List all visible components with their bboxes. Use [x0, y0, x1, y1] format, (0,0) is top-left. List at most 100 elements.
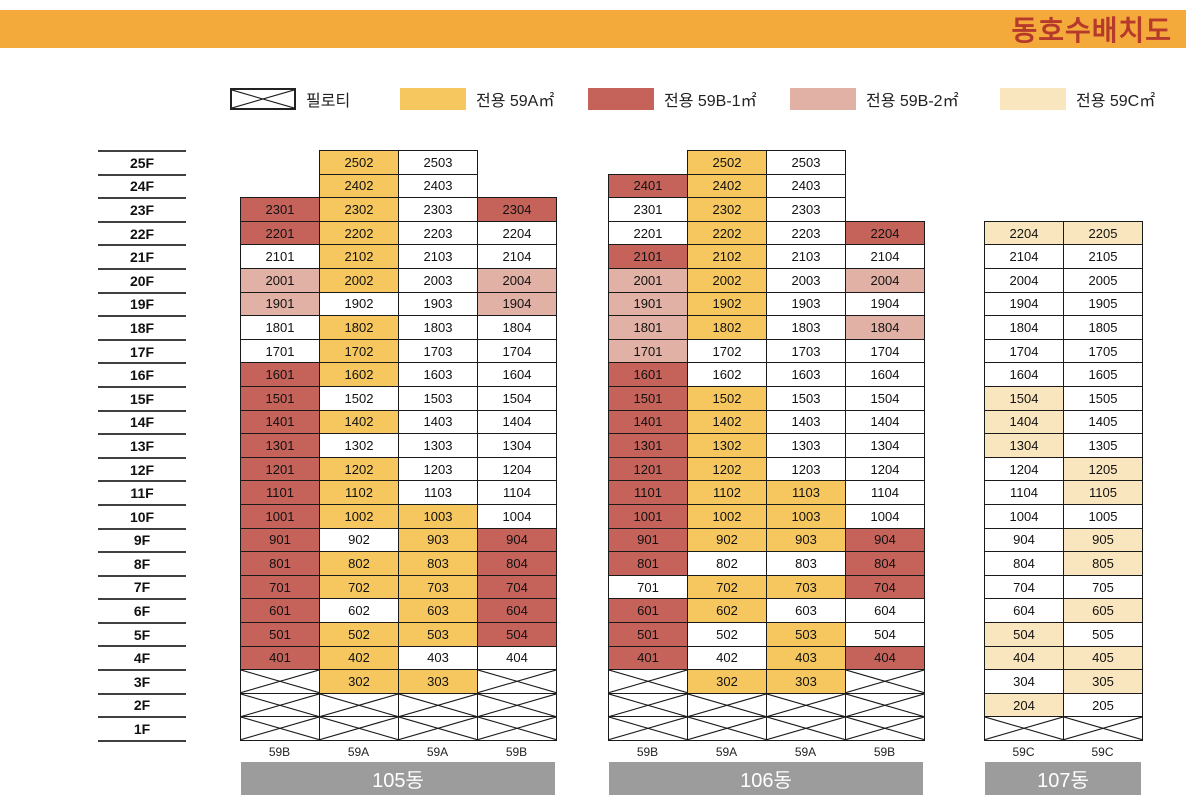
- legend-label: 전용 59C㎡: [1076, 93, 1156, 110]
- unit-cell-105-1001: 1001: [240, 504, 320, 529]
- unit-cell-106-1702: 1702: [687, 338, 767, 364]
- piloti-cell: [240, 669, 320, 694]
- unit-cell-105-2503: 2503: [398, 150, 478, 175]
- building-name-bar: 107동: [985, 761, 1141, 795]
- unit-cell-105-602: 602: [319, 598, 399, 623]
- unit-cell-107-1104: 1104: [984, 480, 1064, 505]
- unit-cell-105-1804: 1804: [477, 315, 557, 340]
- legend-swatch-B2: [790, 88, 856, 110]
- piloti-cell: [240, 716, 320, 741]
- unit-cell-106-503: 503: [766, 622, 846, 647]
- floor-label-8F: 8F: [98, 551, 186, 575]
- unit-cell-107-805: 805: [1063, 551, 1143, 576]
- piloti-cell: [398, 692, 478, 718]
- unit-cell-105-1903: 1903: [398, 291, 478, 317]
- unit-cell-106-1203: 1203: [766, 456, 846, 482]
- unit-cell-106-804: 804: [845, 551, 925, 576]
- unit-cell-105-904: 904: [477, 527, 557, 553]
- unit-cell-106-1503: 1503: [766, 386, 846, 411]
- piloti-x-icon: [478, 717, 556, 740]
- unit-cell-106-1903: 1903: [766, 291, 846, 317]
- unit-cell-106-602: 602: [687, 598, 767, 623]
- piloti-x-icon: [320, 694, 398, 717]
- unit-cell-105-701: 701: [240, 574, 320, 600]
- floor-label-1F: 1F: [98, 716, 186, 740]
- floor-label-2F: 2F: [98, 692, 186, 717]
- piloti-x-icon: [478, 694, 556, 717]
- piloti-cell: [608, 669, 688, 694]
- unit-cell-106-903: 903: [766, 527, 846, 553]
- unit-cell-106-901: 901: [608, 527, 688, 553]
- building-105동: 2502 2503 2402 2403 2301 2302 2303 2304 2201 2202…: [240, 150, 557, 800]
- unit-cell-106-1701: 1701: [608, 338, 688, 364]
- legend-label: 전용 59A㎡: [476, 93, 555, 110]
- unit-cell-106-1404: 1404: [845, 409, 925, 435]
- unit-cell-106-2403: 2403: [766, 173, 846, 199]
- unit-cell-105-802: 802: [319, 551, 399, 576]
- piloti-x-icon: [688, 694, 766, 717]
- legend-swatch-A: [400, 88, 466, 110]
- unit-cell-106-2102: 2102: [687, 244, 767, 269]
- unit-cell-106-404: 404: [845, 645, 925, 671]
- piloti-x-icon: [478, 670, 556, 693]
- unit-cell-106-701: 701: [608, 574, 688, 600]
- unit-cell-106-604: 604: [845, 598, 925, 623]
- unit-cell-106-1501: 1501: [608, 386, 688, 411]
- unit-cell-106-1601: 1601: [608, 362, 688, 387]
- unit-cell-105-2301: 2301: [240, 197, 320, 222]
- unit-cell-105-2403: 2403: [398, 173, 478, 199]
- piloti-cell: [608, 716, 688, 741]
- unit-cell-106-1603: 1603: [766, 362, 846, 387]
- floor-label-23F: 23F: [98, 197, 186, 221]
- unit-cell-106-502: 502: [687, 622, 767, 647]
- unit-cell-107-504: 504: [984, 621, 1064, 647]
- piloti-x-icon: [399, 717, 477, 740]
- unit-cell-105-1602: 1602: [319, 362, 399, 387]
- unit-type-label: 59A: [715, 745, 738, 759]
- unit-cell-106-803: 803: [766, 551, 846, 576]
- piloti-cell: [477, 669, 557, 694]
- unit-cell-105-2201: 2201: [240, 220, 320, 246]
- unit-cell-106-1801: 1801: [608, 315, 688, 340]
- piloti-x-icon: [320, 717, 398, 740]
- unit-cell-105-803: 803: [398, 551, 478, 576]
- legend-label: 전용 59B-2㎡: [866, 93, 959, 110]
- unit-cell-107-2104: 2104: [984, 244, 1064, 269]
- unit-cell-106-1104: 1104: [845, 480, 925, 505]
- legend-item-B1: 전용 59B-1㎡: [588, 88, 757, 110]
- floor-label-13F: 13F: [98, 433, 186, 457]
- unit-cell-105-1104: 1104: [477, 480, 557, 505]
- unit-cell-105-604: 604: [477, 598, 557, 623]
- unit-cell-106-1402: 1402: [687, 409, 767, 435]
- unit-cell-106-2202: 2202: [687, 220, 767, 246]
- unit-cell-106-1604: 1604: [845, 362, 925, 387]
- unit-cell-107-205: 205: [1063, 692, 1143, 718]
- unit-cell-106-1401: 1401: [608, 409, 688, 435]
- unit-cell-105-2104: 2104: [477, 244, 557, 269]
- floor-label-17F: 17F: [98, 338, 186, 363]
- unit-cell-107-1504: 1504: [984, 385, 1064, 411]
- unit-cell-106-1303: 1303: [766, 433, 846, 458]
- unit-cell-105-704: 704: [477, 574, 557, 600]
- unit-cell-105-2402: 2402: [319, 173, 399, 199]
- unit-cell-106-702: 702: [687, 574, 767, 600]
- piloti-cell: [845, 716, 925, 741]
- unit-cell-106-1504: 1504: [845, 386, 925, 411]
- floor-label-25F: 25F: [98, 150, 186, 174]
- unit-cell-107-905: 905: [1063, 527, 1143, 553]
- unit-cell-105-1801: 1801: [240, 315, 320, 340]
- unit-cell-106-1403: 1403: [766, 409, 846, 435]
- unit-cell-105-603: 603: [398, 598, 478, 623]
- unit-cell-105-1002: 1002: [319, 504, 399, 529]
- unit-cell-105-2204: 2204: [477, 220, 557, 246]
- unit-cell-106-2502: 2502: [687, 150, 767, 175]
- unit-cell-107-1305: 1305: [1063, 433, 1143, 458]
- floor-label-6F: 6F: [98, 598, 186, 622]
- unit-cell-105-1304: 1304: [477, 433, 557, 458]
- floor-label-12F: 12F: [98, 456, 186, 481]
- unit-cell-105-1702: 1702: [319, 338, 399, 364]
- unit-cell-105-1203: 1203: [398, 456, 478, 482]
- unit-cell-106-1901: 1901: [608, 291, 688, 317]
- unit-cell-105-1604: 1604: [477, 362, 557, 387]
- unit-cell-106-1802: 1802: [687, 315, 767, 340]
